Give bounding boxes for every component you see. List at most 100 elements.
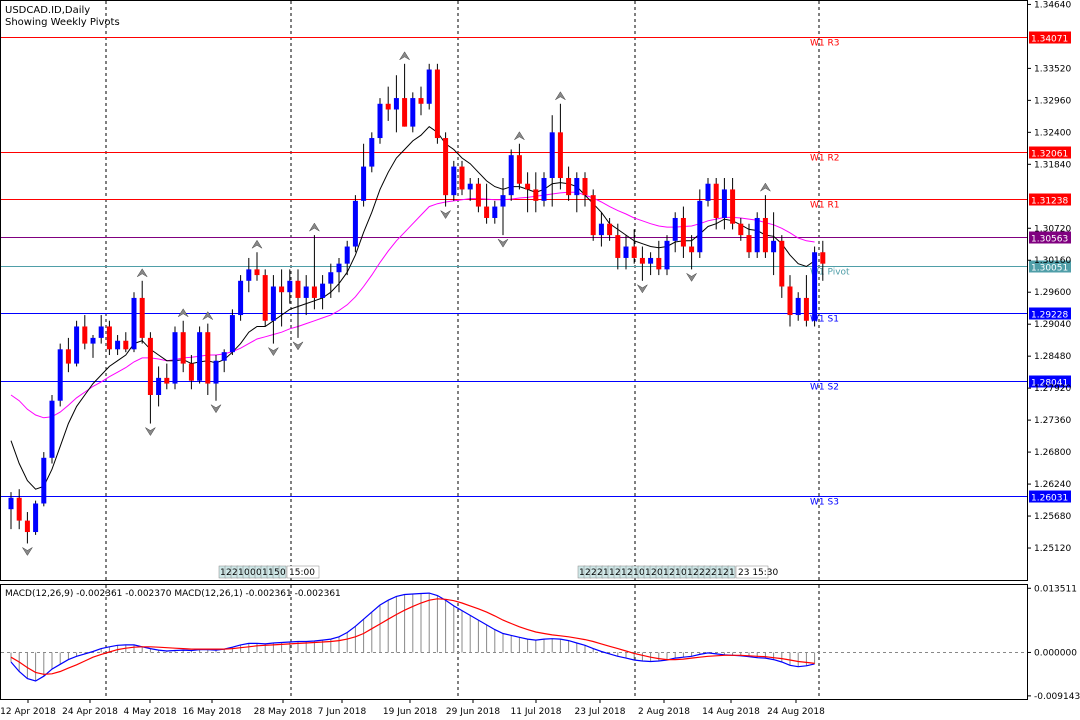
candle-body-71 <box>590 195 596 236</box>
fractal-up-48 <box>399 51 410 61</box>
pivot-label-6: W1 S3 <box>810 498 839 508</box>
candle-body-80 <box>664 240 670 270</box>
y-tick-label-13: 1.26240 <box>1034 480 1071 490</box>
pivot-value-3: 1.30051 <box>1031 264 1068 274</box>
symbol-label: USDCAD.ID,Daily <box>5 5 90 16</box>
y-tick-label-11: 1.27360 <box>1034 416 1071 426</box>
candle-body-43 <box>361 166 367 201</box>
session-strip-b-char-22: 2 <box>711 568 717 578</box>
candle-body-20 <box>172 332 178 384</box>
candle-body-17 <box>147 337 153 395</box>
candle-body-10 <box>90 337 96 344</box>
candle-body-76 <box>631 246 637 258</box>
session-strip-a-char-4: 0 <box>244 568 250 578</box>
candle-body-74 <box>615 235 621 258</box>
candle-body-68 <box>566 178 572 196</box>
fractal-up-30 <box>251 239 263 249</box>
macd-y-tick-label-2: -0.009143 <box>1034 692 1080 702</box>
candle-body-16 <box>139 297 145 338</box>
x-tick-label-2: 4 May 2018 <box>124 707 177 717</box>
session-strip-b-char-19: 2 <box>693 568 699 578</box>
candle-body-30 <box>254 269 260 276</box>
candle-body-42 <box>352 200 358 247</box>
fractal-down-25 <box>210 404 222 414</box>
pivot-value-tag-0 <box>1029 31 1071 44</box>
candle-body-64 <box>533 189 539 201</box>
fractal-down-77 <box>637 284 648 294</box>
candle-body-37 <box>311 286 317 298</box>
candle-body-35 <box>295 280 301 298</box>
candle-body-0 <box>8 497 14 510</box>
candle-body-28 <box>238 280 244 316</box>
candle-body-90 <box>746 235 752 253</box>
fractal-markers <box>22 51 771 556</box>
candle-body-1 <box>16 497 22 521</box>
macd-panel <box>1 592 1027 682</box>
y-tick-label-0: 1.34640 <box>1034 0 1071 10</box>
candle-body-24 <box>205 332 211 384</box>
macd-y-tick-label-0: 0.013511 <box>1034 584 1077 594</box>
session-strip-b-char-12: 2 <box>651 568 657 578</box>
candle-body-48 <box>402 98 408 127</box>
session-strip-a-char-5: 0 <box>250 568 256 578</box>
session-strip-a-char-2: 2 <box>232 568 238 578</box>
pivot-subtitle: Showing Weekly Pivots <box>5 17 120 28</box>
candle-body-57 <box>475 183 481 207</box>
session-strip-a-char-6: 0 <box>256 568 262 578</box>
candle-body-72 <box>598 223 604 236</box>
candle-body-70 <box>582 178 588 196</box>
candle-body-26 <box>221 352 227 361</box>
x-tick-label-8: 11 Jul 2018 <box>511 707 562 717</box>
candle-body-25 <box>213 360 219 384</box>
ma-fast-line <box>10 125 815 490</box>
session-strip-b-char-15: 2 <box>669 568 675 578</box>
candle-body-12 <box>106 326 112 350</box>
candle-body-47 <box>393 98 399 110</box>
pivot-value-tag-5 <box>1029 375 1071 388</box>
candle-body-49 <box>410 98 416 127</box>
session-strip-a-suffix: 15:00 <box>289 568 315 578</box>
candle-body-18 <box>156 377 162 395</box>
session-labels: 1 2 2 1 0 0 0 1 1 5 0 15:00 1 2 2 2 1 1 2 1 2 1 0 1 2 0 1 2 1 0 1 2 2 2 2 1… <box>218 565 779 579</box>
fractal-down-35 <box>292 341 304 351</box>
y-tick-label-6: 1.30160 <box>1034 256 1071 266</box>
x-tick-label-10: 2 Aug 2018 <box>638 707 690 717</box>
candle-body-23 <box>197 332 203 381</box>
y-tick-label-1: 1.33520 <box>1034 64 1071 74</box>
y-tick-label-14: 1.25680 <box>1034 512 1071 522</box>
session-strip-b-cell-25 <box>727 565 736 579</box>
pivot-value-tag-4 <box>1029 307 1071 320</box>
session-strip-b-char-24: 2 <box>723 568 729 578</box>
candle-body-86 <box>713 183 719 218</box>
candle-body-32 <box>270 286 276 321</box>
candle-body-63 <box>525 183 531 190</box>
current-price-value: 1.30563 <box>1031 235 1068 245</box>
session-strip-b-char-9: 1 <box>633 568 639 578</box>
x-tick-label-1: 24 Apr 2018 <box>62 707 118 717</box>
session-strip-b-char-21: 2 <box>705 568 711 578</box>
pivot-value-2: 1.31238 <box>1031 197 1068 207</box>
candle-body-4 <box>41 457 47 504</box>
pivot-value-tag-2 <box>1029 193 1071 206</box>
session-strip-b-char-2: 2 <box>591 568 597 578</box>
candle-body-44 <box>369 138 375 167</box>
candle-body-31 <box>262 275 268 321</box>
x-tick-label-3: 16 May 2018 <box>183 707 242 717</box>
session-strip-b-char-3: 2 <box>597 568 603 578</box>
candle-body-94 <box>779 240 785 287</box>
candle-body-93 <box>771 240 777 253</box>
pivot-value-4: 1.29228 <box>1031 311 1068 321</box>
session-strip-b-char-11: 1 <box>645 568 651 578</box>
session-strip-b-suffix-box <box>735 565 769 579</box>
candle-body-11 <box>98 326 104 338</box>
fractal-up-62 <box>514 131 525 140</box>
price-axis: 1.34640 1.33520 1.32960 1.32400 1.31840 1.307… <box>1027 0 1080 702</box>
y-tick-label-8: 1.29040 <box>1034 320 1071 330</box>
pivot-value-5: 1.28041 <box>1031 379 1068 389</box>
session-strip-b-char-13: 0 <box>657 568 663 578</box>
y-tick-label-5: 1.30720 <box>1034 224 1071 234</box>
candle-body-78 <box>648 257 654 264</box>
y-tick-label-2: 1.32960 <box>1034 96 1071 106</box>
